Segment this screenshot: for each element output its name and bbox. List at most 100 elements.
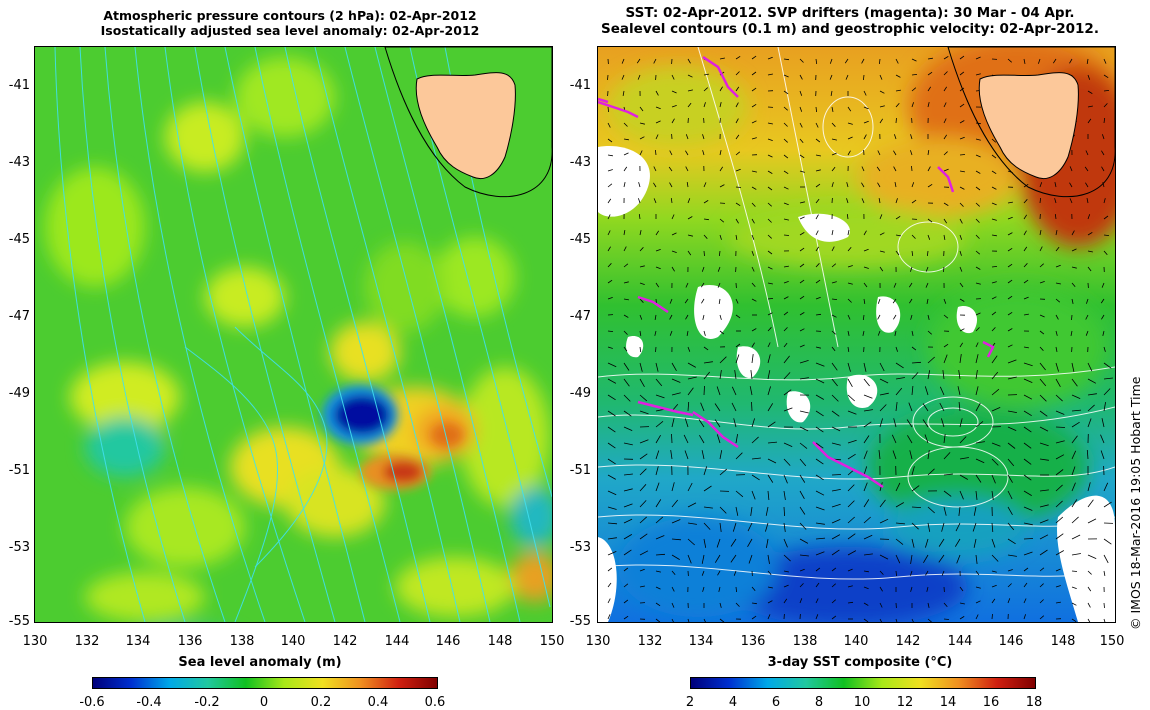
velocity-arrow (863, 90, 867, 96)
y-tick-label: -55 (8, 614, 30, 629)
velocity-arrow (878, 450, 881, 460)
velocity-arrow (926, 298, 929, 304)
velocity-arrow (1069, 166, 1073, 172)
velocity-arrow (607, 198, 612, 204)
velocity-arrow (1023, 378, 1033, 383)
velocity-arrow (1055, 601, 1061, 604)
velocity-arrow (991, 613, 993, 620)
velocity-arrow (975, 600, 981, 604)
velocity-arrow (895, 250, 900, 256)
velocity-arrow (703, 250, 705, 257)
velocity-arrow (958, 370, 961, 380)
velocity-arrow (607, 169, 613, 172)
velocity-arrow (685, 282, 689, 288)
velocity-arrow (783, 506, 785, 517)
velocity-arrow (700, 282, 705, 288)
velocity-arrow (767, 421, 776, 428)
velocity-arrow (607, 246, 611, 252)
velocity-arrow (655, 282, 660, 288)
velocity-arrow (863, 586, 869, 590)
velocity-arrow (815, 106, 817, 113)
velocity-arrow (943, 354, 948, 364)
velocity-arrow (847, 346, 850, 352)
velocity-arrow (1023, 230, 1027, 236)
velocity-arrow (655, 106, 661, 110)
velocity-arrow (714, 554, 721, 563)
velocity-arrow (879, 618, 883, 622)
velocity-arrow (733, 570, 737, 576)
velocity-arrow (1039, 599, 1044, 604)
velocity-arrow (927, 468, 935, 476)
velocity-arrow (767, 250, 773, 255)
velocity-arrow (991, 138, 997, 143)
velocity-arrow (623, 410, 632, 417)
velocity-arrow (847, 500, 855, 508)
velocity-arrow (959, 457, 969, 460)
y-tick-label: -49 (569, 386, 591, 401)
y-tick-label: -51 (569, 463, 591, 478)
colorbar-tick-label: 14 (939, 695, 957, 710)
velocity-arrow (1039, 394, 1047, 402)
velocity-arrow (911, 346, 917, 351)
velocity-arrow (703, 385, 705, 396)
velocity-arrow (1023, 279, 1029, 284)
velocity-arrow (766, 538, 769, 548)
velocity-arrow (831, 362, 838, 371)
velocity-arrow (991, 296, 997, 300)
velocity-arrow (799, 312, 805, 316)
velocity-arrow (1071, 248, 1077, 252)
velocity-arrow (607, 551, 617, 556)
velocity-arrow (734, 370, 737, 380)
velocity-arrow (938, 538, 945, 547)
velocity-arrow (623, 166, 628, 172)
velocity-arrow (991, 538, 996, 548)
velocity-arrow (1055, 568, 1061, 572)
velocity-arrow (719, 602, 722, 608)
velocity-arrow (783, 584, 789, 588)
velocity-arrow (1085, 150, 1089, 156)
velocity-arrow (943, 506, 947, 516)
velocity-arrow (1039, 346, 1044, 351)
velocity-arrow (655, 466, 659, 476)
velocity-arrow (1007, 201, 1013, 204)
velocity-arrow (623, 246, 627, 252)
velocity-arrow (671, 519, 681, 524)
velocity-arrow (879, 404, 887, 412)
velocity-arrow (911, 385, 914, 396)
velocity-arrow (1103, 377, 1113, 380)
left-title-line1: Atmospheric pressure contours (2 hPa): 0… (103, 8, 477, 23)
colorbar-tick-label: 10 (853, 695, 871, 710)
velocity-arrow (716, 538, 721, 548)
velocity-arrow (972, 522, 977, 532)
velocity-arrow (815, 263, 820, 268)
velocity-arrow (943, 56, 949, 60)
velocity-arrow (1055, 282, 1061, 285)
velocity-arrow (1023, 410, 1032, 417)
velocity-arrow (655, 499, 662, 508)
velocity-arrow (703, 361, 713, 364)
velocity-arrow (1007, 263, 1013, 268)
velocity-arrow (906, 419, 913, 428)
velocity-arrow (669, 330, 673, 336)
velocity-arrow (607, 567, 613, 572)
velocity-arrow (732, 522, 737, 532)
velocity-arrow (783, 458, 791, 466)
velocity-arrow (831, 138, 837, 141)
velocity-arrow (863, 421, 872, 428)
velocity-arrow (653, 182, 657, 188)
velocity-arrow (719, 330, 725, 335)
velocity-arrow (1055, 346, 1058, 352)
velocity-arrow (730, 554, 737, 563)
velocity-arrow (735, 186, 742, 188)
velocity-arrow (701, 570, 705, 576)
velocity-arrow (767, 586, 773, 589)
velocity-arrow (927, 356, 935, 364)
velocity-arrow (653, 166, 657, 172)
velocity-arrow (655, 90, 659, 96)
velocity-arrow (1103, 103, 1108, 108)
velocity-arrow (959, 354, 962, 364)
velocity-arrow (1101, 166, 1105, 172)
velocity-arrow (910, 554, 913, 564)
velocity-arrow (671, 90, 677, 94)
velocity-arrow (831, 442, 841, 446)
